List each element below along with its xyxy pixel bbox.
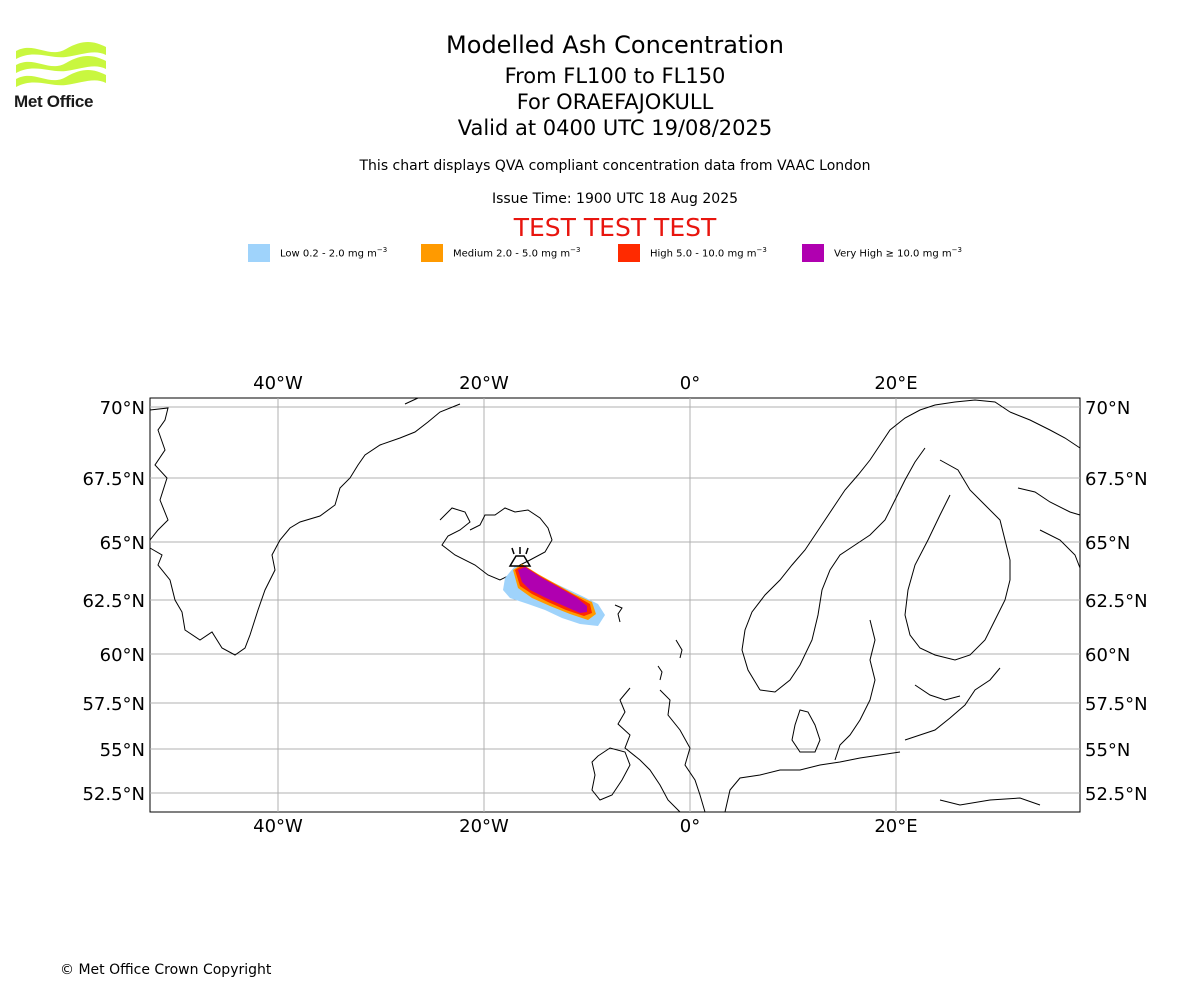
legend-item-high: High 5.0 - 10.0 mg m−3 [618, 243, 767, 263]
issue-time: Issue Time: 1900 UTC 18 Aug 2025 [491, 191, 739, 207]
coastlines [149, 397, 1081, 813]
lat-label-left-55: 55°N [100, 740, 145, 761]
lon-label-top-0: 0° [680, 373, 700, 394]
ash-plume [503, 564, 605, 626]
legend-label-low: Low 0.2 - 2.0 mg m [280, 248, 377, 260]
coastline-denmark [791, 709, 821, 753]
chart-title: Modelled Ash Concentration [446, 31, 784, 59]
lat-label-right-70: 70°N [1085, 398, 1130, 419]
coastline-norway [741, 399, 1011, 691]
volcano-name: For ORAEFAJOKULL [516, 90, 714, 114]
lon-label-top-40w: 40°W [253, 373, 303, 394]
legend-swatch-medium [421, 244, 443, 262]
latitude-labels-left: 70°N 67.5°N 65°N 62.5°N 60°N 57.5°N 55°N… [82, 398, 145, 805]
lat-label-left-70: 70°N [100, 398, 145, 419]
lon-label-bottom-40w: 40°W [253, 816, 303, 837]
coastline-iceland [439, 507, 553, 581]
latitude-labels-right: 70°N 67.5°N 65°N 62.5°N 60°N 57.5°N 55°N… [1085, 398, 1148, 805]
test-banner: TEST TEST TEST [513, 213, 717, 242]
coastline-ireland [591, 747, 631, 801]
ash-map: 40°W 20°W 0° 20°E 40°W 20°W 0° 20°E 70°N… [82, 373, 1148, 837]
coastline-faroe [614, 604, 623, 623]
ash-area-very-high [518, 567, 587, 613]
legend-swatch-low [248, 244, 270, 262]
lat-label-right-57-5: 57.5°N [1085, 694, 1148, 715]
coastline-baltic [904, 667, 1001, 741]
valid-time: Valid at 0400 UTC 19/08/2025 [457, 116, 773, 140]
legend-item-low: Low 0.2 - 2.0 mg m−3 [248, 243, 387, 263]
legend-label-medium: Medium 2.0 - 5.0 mg m [453, 248, 571, 260]
lat-label-right-62-5: 62.5°N [1085, 591, 1148, 612]
lon-label-top-20w: 20°W [459, 373, 509, 394]
legend-label-high: High 5.0 - 10.0 mg m [650, 248, 757, 260]
legend-label-very-high: Very High ≥ 10.0 mg m [834, 248, 952, 260]
description: This chart displays QVA compliant concen… [359, 158, 871, 174]
legend-swatch-very-high [802, 244, 824, 262]
legend-unit-medium: −3 [570, 246, 581, 255]
lon-label-bottom-0: 0° [680, 816, 700, 837]
legend-unit-very-high: −3 [951, 246, 962, 255]
legend-item-medium: Medium 2.0 - 5.0 mg m−3 [421, 243, 580, 263]
lat-label-left-57-5: 57.5°N [82, 694, 145, 715]
level-range: From FL100 to FL150 [504, 64, 726, 88]
met-office-logo [16, 42, 106, 87]
coastline-finland [904, 459, 1011, 661]
logo-text: Met Office [14, 92, 94, 111]
lat-label-left-52-5: 52.5°N [82, 784, 145, 805]
coastline-greenland [149, 397, 461, 656]
legend: Low 0.2 - 2.0 mg m−3 Medium 2.0 - 5.0 mg… [0, 243, 1200, 265]
lon-label-bottom-20e: 20°E [874, 816, 917, 837]
lat-label-left-60: 60°N [100, 645, 145, 666]
lat-label-right-52-5: 52.5°N [1085, 784, 1148, 805]
coastline-sweden [759, 447, 926, 761]
legend-unit-low: −3 [376, 246, 388, 255]
lat-label-left-62-5: 62.5°N [82, 591, 145, 612]
lat-label-right-60: 60°N [1085, 645, 1130, 666]
lat-label-right-67-5: 67.5°N [1085, 469, 1148, 490]
legend-item-very-high: Very High ≥ 10.0 mg m−3 [802, 243, 962, 263]
volcano-icon [508, 547, 532, 567]
coastline-continent [724, 751, 1041, 813]
lon-label-bottom-20w: 20°W [459, 816, 509, 837]
coastline-russia-north [1009, 411, 1081, 569]
copyright: © Met Office Crown Copyright [60, 962, 272, 978]
lon-label-top-20e: 20°E [874, 373, 917, 394]
coastline-uk [617, 639, 706, 813]
legend-swatch-high [618, 244, 640, 262]
longitude-labels: 40°W 20°W 0° 20°E 40°W 20°W 0° 20°E [253, 373, 917, 837]
lat-label-right-65: 65°N [1085, 533, 1130, 554]
lat-label-right-55: 55°N [1085, 740, 1130, 761]
legend-unit-high: −3 [756, 246, 767, 255]
lat-label-left-65: 65°N [100, 533, 145, 554]
lat-label-left-67-5: 67.5°N [82, 469, 145, 490]
